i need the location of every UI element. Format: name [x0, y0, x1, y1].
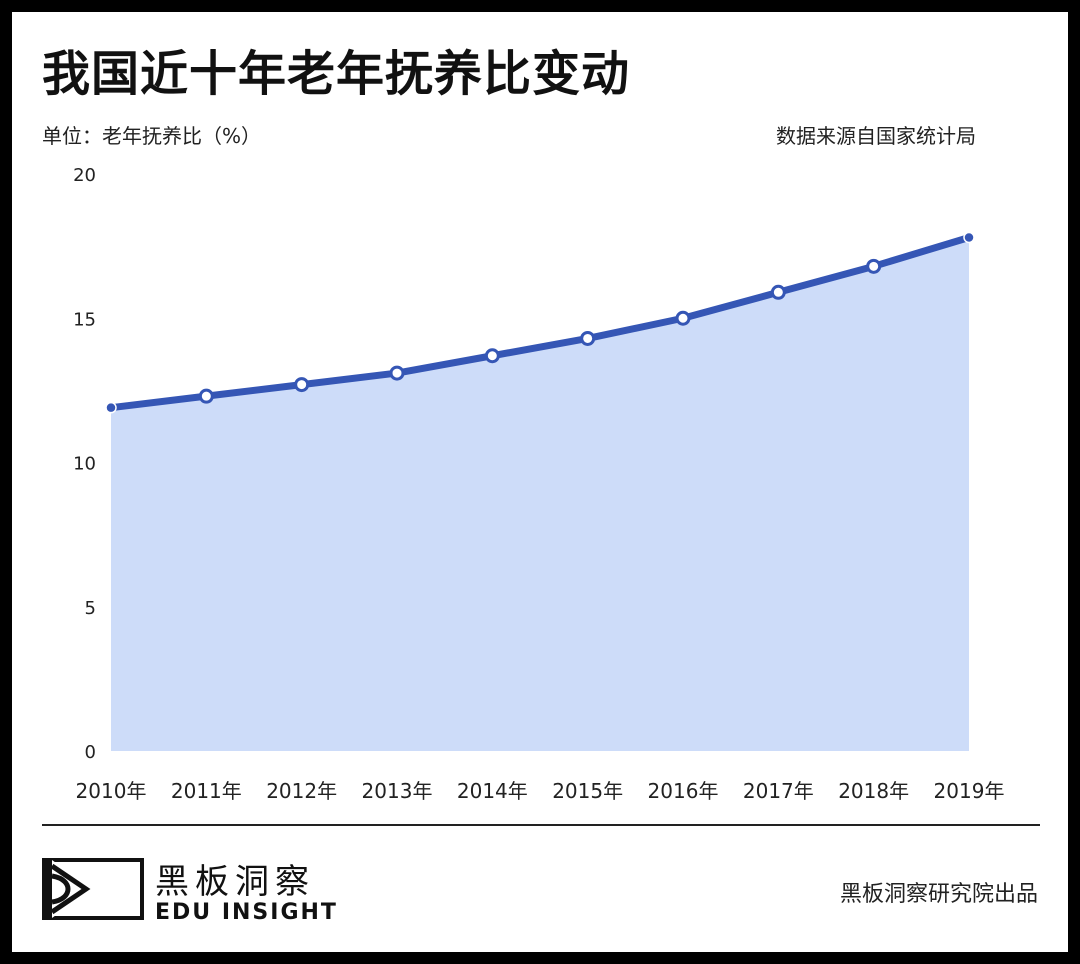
x-tick-label: 2010年 [76, 779, 147, 803]
data-point [484, 348, 500, 364]
edu-insight-logo-icon [42, 858, 144, 920]
brand-name-en: EDU INSIGHT [155, 900, 338, 925]
y-tick-label: 20 [73, 165, 96, 186]
footer-divider [42, 824, 1040, 826]
source-label: 数据来源自国家统计局 [776, 124, 976, 148]
x-tick-label: 2017年 [743, 779, 814, 803]
data-point [675, 310, 691, 326]
credit-label: 黑板洞察研究院出品 [839, 882, 1038, 907]
data-point [770, 284, 786, 300]
data-point [105, 401, 117, 414]
area-fill [111, 237, 969, 752]
data-point [866, 258, 882, 274]
brand-name-cn: 黑板洞察 [155, 862, 315, 902]
x-tick-label: 2012年 [266, 779, 337, 803]
data-point [198, 388, 214, 404]
y-tick-label: 10 [73, 454, 96, 475]
x-tick-label: 2016年 [648, 779, 719, 803]
data-point [294, 377, 310, 393]
chart-card: 我国近十年老年抚养比变动 单位：老年抚养比（%） 数据来源自国家统计局 0 5 10… [12, 12, 1068, 952]
area-chart: 0 5 10 15 20 2010年 2011年 2012年 2013年 2014年 2015年 20… [73, 165, 1005, 803]
chart-title: 我国近十年老年抚养比变动 [42, 46, 631, 102]
x-tick-label: 2019年 [934, 779, 1005, 803]
unit-label: 单位：老年抚养比（%） [42, 124, 262, 148]
data-point [580, 330, 596, 346]
x-tick-label: 2018年 [838, 779, 909, 803]
x-tick-label: 2011年 [171, 779, 242, 803]
x-tick-label: 2013年 [362, 779, 433, 803]
y-tick-label: 15 [73, 309, 96, 330]
series-line [107, 233, 973, 412]
data-point [963, 231, 975, 244]
y-tick-label: 5 [85, 598, 96, 619]
x-tick-label: 2015年 [552, 779, 623, 803]
y-tick-label: 0 [85, 742, 96, 763]
data-point [389, 365, 405, 381]
x-tick-label: 2014年 [457, 779, 528, 803]
